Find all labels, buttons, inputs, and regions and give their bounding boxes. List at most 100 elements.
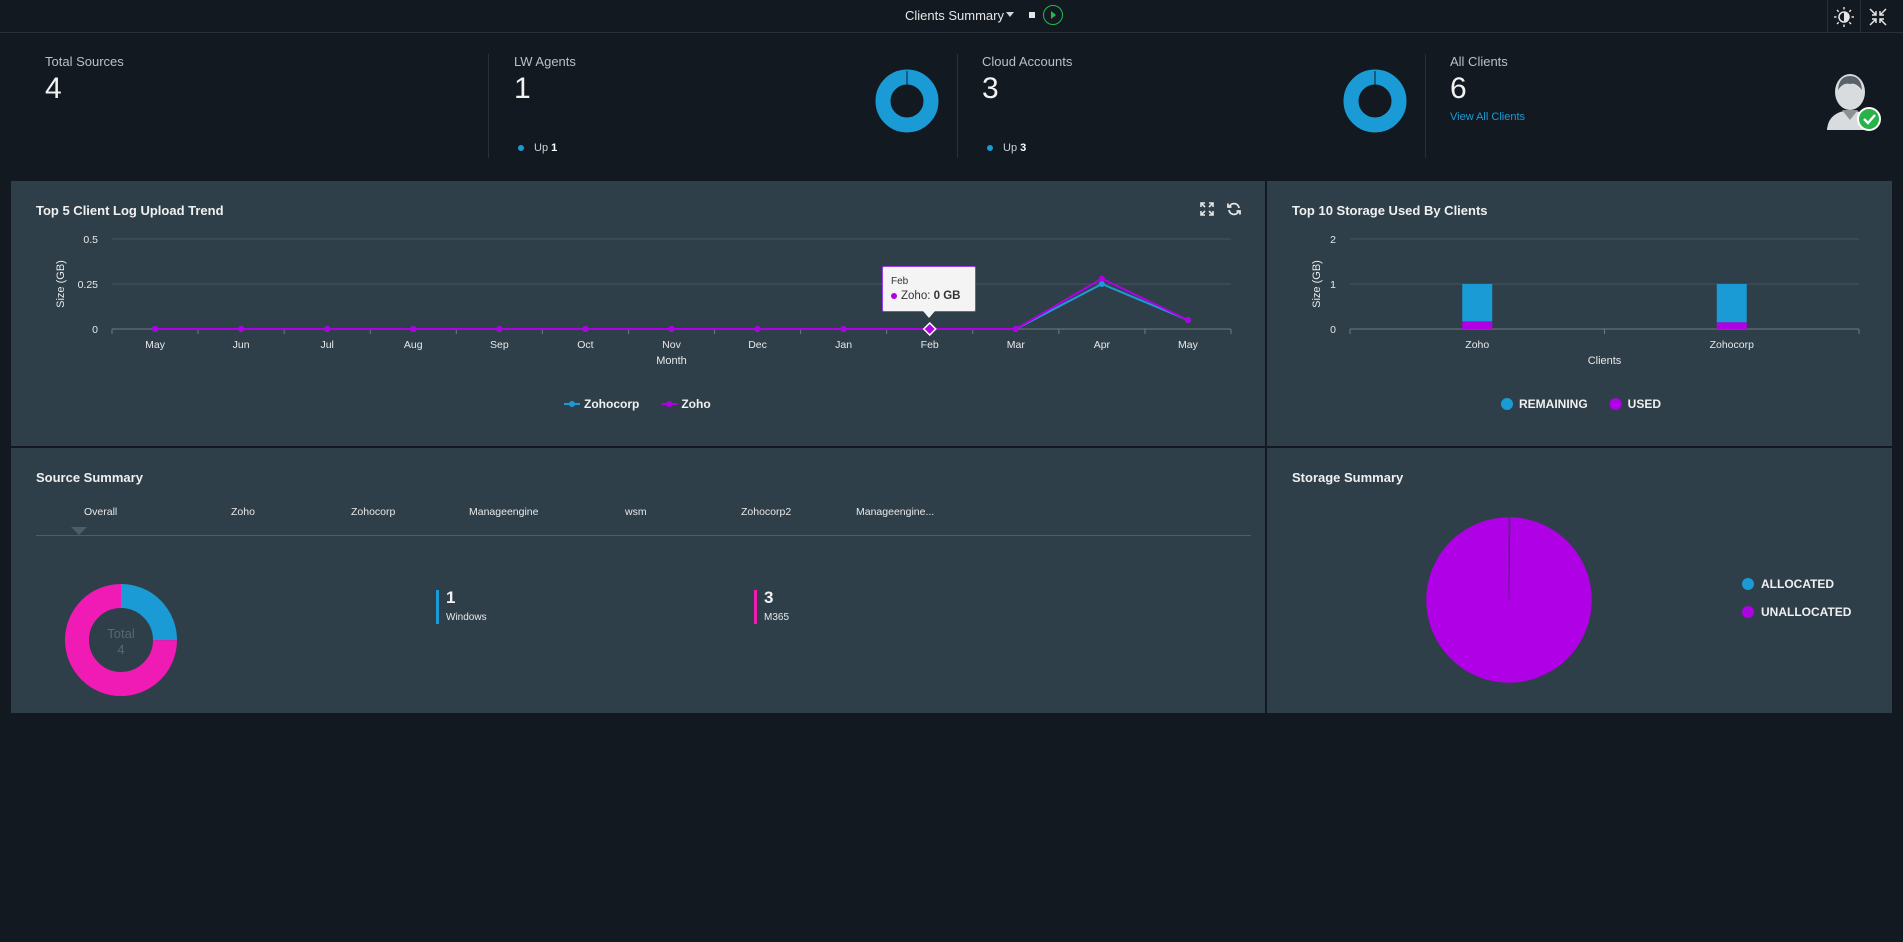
tab-zohocorp[interactable]: Zohocorp [351,506,396,518]
tooltip-row: Zoho: 0 GB [891,290,960,302]
divider [957,54,958,158]
x-tick-label: May [145,339,166,351]
x-tick-label: Feb [921,339,939,351]
chart-tooltip: Feb Zoho: 0 GB [882,266,976,318]
bar-used [1716,322,1747,329]
view-all-clients-link[interactable]: View All Clients [1450,111,1525,123]
tab-manageengine[interactable]: Manageengine [469,506,539,518]
legend-label: REMAINING [1519,397,1588,411]
tab-wsm[interactable]: wsm [625,506,647,518]
donut-total-label: Total [107,626,135,641]
donut-total-value: 4 [117,642,124,657]
donut-hole [93,612,149,668]
tab-overall[interactable]: Overall [84,506,118,518]
legend-label: Zoho [681,397,710,411]
tooltip-month: Feb [891,276,909,287]
stat-value: 3 [982,72,999,105]
active-tab-pointer [71,527,87,535]
tab-manageengine-more[interactable]: Manageengine... [856,506,935,518]
stat-value: 6 [1450,72,1467,105]
data-point [152,326,159,332]
bar-remaining [1462,284,1493,322]
y-tick-label: 1 [1330,279,1336,291]
stat-label: LW Agents [514,54,576,69]
tab-zoho[interactable]: Zoho [231,506,255,518]
data-point [1184,317,1191,323]
stat-total-sources: Total Sources 4 [45,54,124,105]
divider [1827,0,1828,33]
x-tick-label: Sep [490,339,509,351]
tooltip-value: 0 GB [933,290,961,302]
legend-marker [1742,578,1754,590]
stat-all-clients: All Clients 6 View All Clients [1450,54,1525,123]
stat-label: Cloud Accounts [982,54,1073,69]
stat-label: Total Sources [45,54,124,69]
source-item-windows: 1 Windows [436,588,487,624]
storage-summary-chart: ALLOCATED UNALLOCATED [1425,516,1852,684]
divider [1425,54,1426,158]
source-item-m365: 3 M365 [754,588,789,624]
data-point [496,326,503,332]
data-point [410,326,417,332]
x-tick-label: Dec [748,339,767,351]
legend-label: Zohocorp [584,397,639,411]
expand-icon[interactable] [1199,201,1215,217]
data-point [238,326,245,332]
stop-icon[interactable] [1029,12,1035,18]
panel-title: Top 10 Storage Used By Clients [1292,203,1488,218]
collapse-icon[interactable] [1866,5,1890,29]
source-tabs: Overall Zoho Zohocorp Manageengine wsm Z… [36,506,1251,536]
tab-zohocorp2[interactable]: Zohocorp2 [741,506,792,518]
y-tick-label: 0.5 [83,234,98,246]
y-tick-label: 0.25 [78,279,99,291]
data-point [754,326,761,332]
status-dot [987,145,993,152]
source-color-bar [436,590,439,624]
stat-cloud-accounts: Cloud Accounts 3 [982,54,1072,105]
chevron-down-icon[interactable] [1006,12,1014,17]
brightness-icon[interactable] [1832,5,1856,29]
x-axis-title: Month [656,355,687,367]
up-label: Up [1003,142,1018,154]
up-label: Up [534,142,549,154]
storage-top10-chart: 2 1 0 Zoho Zohocorp Clients Size (GB) REMAINING… [1311,234,1860,411]
play-icon[interactable] [1043,5,1063,25]
source-count: 1 [446,588,456,607]
legend-marker [1501,398,1513,410]
x-tick-label: Apr [1094,339,1111,351]
hover-marker [922,321,937,337]
source-summary-panel: Source Summary Overall Zoho Zohocorp Man… [11,448,1265,713]
legend-marker [569,401,575,407]
lw-agents-donut [875,69,939,133]
cloud-accounts-donut [1343,69,1407,133]
upload-trend-panel: Top 5 Client Log Upload Trend 0.5 0.25 0 Ma… [11,181,1265,446]
x-tick-label: Aug [404,339,423,351]
divider [488,54,489,158]
x-tick-label: Mar [1007,339,1026,351]
stat-value: 1 [514,72,531,105]
tooltip-dot [891,292,897,299]
x-tick-label: Jul [320,339,333,351]
legend-label: UNALLOCATED [1761,605,1852,619]
legend-marker [666,401,673,407]
data-point [1012,326,1019,332]
dashboard-title-dropdown[interactable]: Clients Summary [905,8,1004,23]
x-tick-label: May [1178,339,1199,351]
stat-label: All Clients [1450,54,1508,69]
x-tick-label: Jan [835,339,852,351]
storage-summary-panel: Storage Summary ALLOCATED UNALLOCATED [1267,448,1892,713]
y-axis-title: Size (GB) [55,260,67,308]
refresh-icon[interactable] [1226,201,1242,217]
y-tick-label: 0 [1330,324,1336,336]
up-value: 1 [551,142,558,154]
upload-trend-chart: 0.5 0.25 0 May Jun Jul Aug Sep Oct Nov Dec Jan Feb Ma… [55,234,1232,411]
stat-lw-agents: LW Agents 1 [514,54,576,105]
y-axis-title: Size (GB) [1311,260,1323,308]
data-point [840,326,847,332]
series-line-zoho [155,277,1189,330]
x-tick-label: Jun [233,339,250,351]
pie-slice-unallocated [1425,516,1593,684]
up-value: 3 [1020,142,1027,154]
data-point [324,326,331,332]
